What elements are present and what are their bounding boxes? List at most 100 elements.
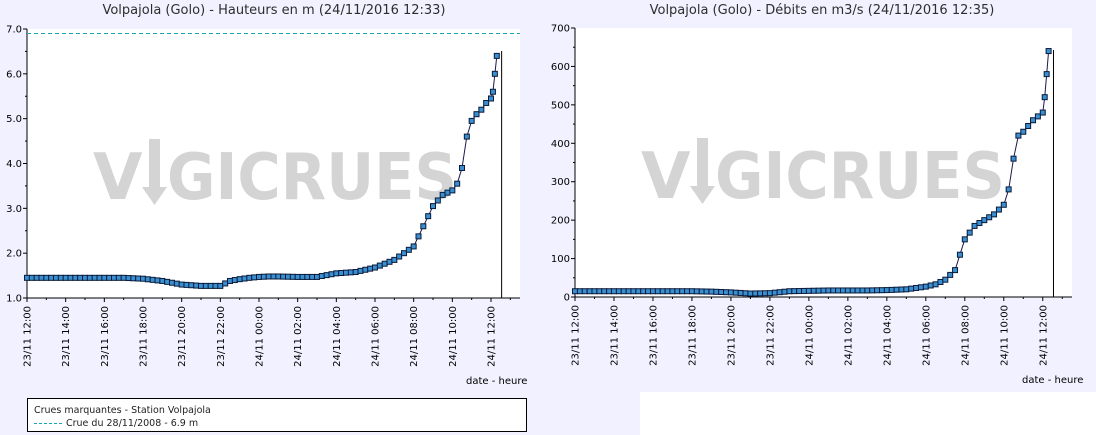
- x-tick-label: 23/11 18:00: [139, 306, 150, 367]
- data-point: [844, 287, 851, 294]
- data-point: [246, 274, 253, 281]
- data-point: [463, 133, 470, 140]
- data-point: [106, 274, 113, 281]
- data-point: [942, 276, 949, 283]
- data-point: [878, 287, 885, 294]
- data-point: [38, 274, 45, 281]
- data-point: [723, 289, 730, 296]
- y-tick-label: 3.0: [6, 204, 22, 215]
- legend-dashed-swatch: [34, 423, 62, 424]
- data-point: [91, 274, 98, 281]
- y-tick-label: 600: [551, 62, 570, 73]
- y-tick-label: 4.0: [6, 159, 22, 170]
- data-point: [898, 286, 905, 293]
- series-markers: [572, 48, 1052, 297]
- data-point: [839, 287, 846, 294]
- data-point: [752, 290, 759, 297]
- data-point: [430, 203, 436, 210]
- y-tick-label: 100: [551, 254, 570, 265]
- data-point: [48, 274, 55, 281]
- data-point: [454, 180, 461, 187]
- data-point: [222, 280, 229, 287]
- data-point: [396, 253, 403, 260]
- data-point: [991, 211, 998, 218]
- y-tick-label: 400: [551, 139, 570, 150]
- data-point: [256, 273, 262, 280]
- watermark-i-stem: [697, 138, 708, 188]
- data-point: [786, 288, 793, 295]
- data-point: [280, 273, 287, 280]
- data-point: [747, 290, 754, 297]
- data-point: [314, 273, 320, 280]
- plot-area: [575, 28, 1072, 297]
- data-point: [125, 275, 132, 282]
- data-point: [270, 273, 277, 280]
- data-point: [459, 164, 465, 171]
- data-point: [708, 288, 715, 295]
- data-point: [120, 274, 127, 281]
- data-point: [688, 288, 695, 295]
- data-point: [352, 268, 359, 275]
- data-point: [937, 279, 944, 286]
- watermark-i-point: [142, 187, 167, 205]
- data-point: [478, 106, 485, 113]
- y-tick-label: 6.0: [6, 69, 22, 80]
- data-point: [703, 288, 710, 295]
- data-point: [981, 217, 988, 224]
- x-tick-label: 24/11 04:00: [882, 305, 893, 366]
- data-point: [357, 267, 364, 274]
- data-point: [401, 250, 407, 257]
- chart-panel-flows: Volpajola (Golo) - Débits en m3/s (24/11…: [548, 0, 1096, 435]
- data-point: [289, 273, 296, 280]
- data-point: [144, 276, 151, 283]
- y-tick-label: 300: [551, 177, 570, 188]
- data-point: [815, 287, 822, 294]
- watermark-left: V: [641, 140, 691, 214]
- data-point: [86, 274, 93, 281]
- data-point: [1020, 128, 1027, 135]
- data-point: [449, 187, 456, 194]
- data-point: [576, 288, 583, 295]
- x-tick-label: 23/11 20:00: [726, 305, 737, 366]
- data-point: [947, 271, 954, 278]
- data-point: [101, 274, 108, 281]
- x-tick-label: 24/11 10:00: [448, 306, 459, 367]
- chart-panel-heights: Volpajola (Golo) - Hauteurs en m (24/11/…: [6, 3, 527, 387]
- data-point: [625, 288, 632, 295]
- data-point: [111, 274, 117, 281]
- data-point: [859, 287, 866, 294]
- y-tick-label: 7.0: [6, 25, 22, 36]
- data-point: [304, 273, 311, 280]
- x-tick-label: 24/11 02:00: [293, 306, 304, 367]
- data-point: [995, 206, 1002, 213]
- watermark-right: GICRUES: [715, 140, 1005, 214]
- data-point: [489, 88, 496, 95]
- x-tick-label: 24/11 02:00: [843, 305, 854, 366]
- data-point: [610, 288, 617, 295]
- data-point: [82, 274, 88, 281]
- data-point: [343, 269, 349, 276]
- data-point: [425, 213, 432, 220]
- data-point: [391, 256, 398, 263]
- data-point: [491, 70, 498, 77]
- data-point: [333, 270, 340, 277]
- data-point: [659, 288, 666, 295]
- data-point: [601, 288, 608, 295]
- data-point: [57, 274, 64, 281]
- data-point: [173, 280, 180, 287]
- y-tick-label: 1.0: [6, 294, 22, 305]
- data-point: [713, 288, 720, 295]
- data-point: [913, 284, 920, 291]
- data-point: [606, 288, 613, 295]
- data-point: [483, 99, 490, 106]
- data-point: [635, 288, 642, 295]
- data-point: [169, 279, 175, 286]
- data-point: [766, 290, 773, 297]
- x-axis-label: date - heure: [466, 376, 527, 387]
- data-point: [581, 288, 588, 295]
- x-tick-label: 23/11 22:00: [216, 306, 227, 367]
- data-point: [193, 282, 200, 289]
- legend-box: Crues marquantes - Station Volpajola Cru…: [27, 398, 527, 432]
- data-point: [207, 282, 214, 289]
- data-point: [62, 274, 69, 281]
